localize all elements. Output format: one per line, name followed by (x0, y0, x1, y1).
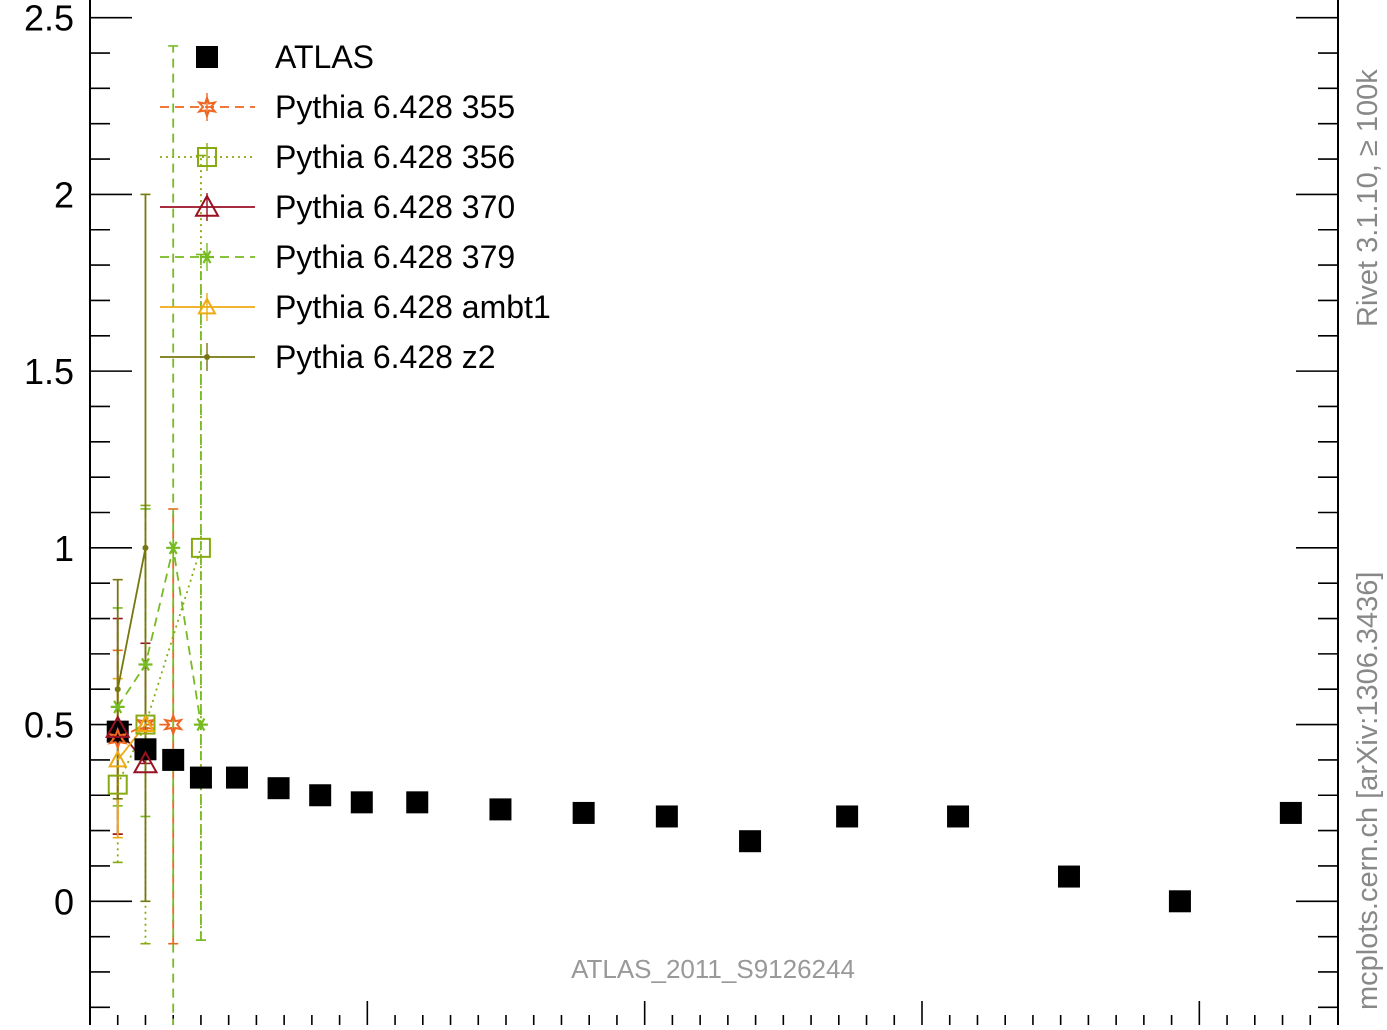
rivet-version-label: Rivet 3.1.10, ≥ 100k (1352, 69, 1384, 327)
series-atlas-point (134, 738, 157, 761)
y-tick-label: 2 (54, 174, 74, 215)
series-pythia-6-428-z2-legend-label: Pythia 6.428 z2 (275, 339, 496, 375)
series-atlas-point (162, 748, 185, 771)
y-tick-label: 1 (54, 528, 74, 569)
y-tick-label: 0.5 (24, 705, 74, 746)
series-atlas-point (350, 791, 373, 814)
mcplots-label: mcplots.cern.ch [arXiv:1306.3436] (1352, 572, 1384, 1010)
series-atlas-point (1279, 801, 1302, 824)
series-pythia-6-428-z2-point (114, 686, 121, 693)
series-atlas-point (189, 766, 212, 789)
series-pythia-6-428-355-point (162, 712, 184, 737)
series-pythia-6-428-370-point (132, 750, 159, 774)
series-atlas-point (267, 777, 290, 800)
series-markers (105, 537, 1302, 913)
series-pythia-6-428-z2-point (142, 544, 149, 551)
series-pythia-6-428-379-point (110, 700, 125, 714)
series-pythia-6-428-370-legend-label: Pythia 6.428 370 (275, 189, 515, 225)
legend: ATLAS Pythia 6.428 355 Pythia 6.428 356 Pyt… (160, 39, 551, 375)
axis-ticks (90, 16, 1338, 1025)
series-pythia-6-428-356-line (116, 547, 202, 786)
series-pythia-6-428-379-legend-label: Pythia 6.428 379 (275, 239, 515, 275)
series-pythia-6-428-z2-line (116, 547, 147, 690)
series-pythia-6-428-ambt1-point (108, 749, 128, 768)
series-atlas-point (836, 805, 859, 828)
y-tick-labels: 0 0.5 1 1.5 2 2.5 (24, 0, 74, 922)
analysis-watermark: ATLAS_2011_S9126244 (571, 954, 855, 984)
series-pythia-6-428-ambt1-point (135, 714, 156, 732)
y-tick-label: 1.5 (24, 351, 74, 392)
series-atlas-point (489, 798, 512, 821)
series-pythia-6-428-ambt1-legend-label: Pythia 6.428 ambt1 (275, 289, 551, 325)
series-pythia-6-428-355-point (107, 726, 129, 751)
series-pythia-6-428-379-line (116, 547, 202, 725)
series-atlas-point (655, 805, 678, 828)
series-pythia-6-428-356-point (190, 537, 211, 558)
series-pythia-6-428-379-point (193, 717, 208, 732)
series-pythia-6-428-356-legend-label: Pythia 6.428 356 (275, 139, 515, 175)
series-pythia-6-428-379-point (138, 657, 153, 672)
y-tick-label: 2.5 (24, 0, 74, 39)
series-atlas-legend-label: ATLAS (275, 39, 374, 75)
series-lines (116, 547, 202, 786)
series-pythia-6-428-356-legend-marker (197, 147, 217, 167)
series-atlas-legend-marker (196, 46, 218, 68)
series-pythia-6-428-ambt1-legend-marker (197, 296, 217, 315)
y-tick-label: 0 (54, 881, 74, 922)
series-pythia-6-428-355-legend-marker (196, 95, 218, 119)
series-atlas-point (572, 801, 595, 824)
series-atlas-point (947, 805, 970, 828)
error-bars (112, 45, 206, 1030)
series-pythia-6-428-379-point (166, 541, 181, 555)
series-atlas-point (739, 830, 762, 853)
series-pythia-6-428-z2-legend-marker (204, 354, 210, 360)
series-atlas-point (309, 784, 332, 807)
series-pythia-6-428-379-legend-marker (200, 250, 214, 264)
series-pythia-6-428-356-point (107, 774, 128, 795)
series-atlas-point (1057, 865, 1080, 888)
series-pythia-6-428-370-point (105, 715, 131, 738)
series-pythia-6-428-355-legend-label: Pythia 6.428 355 (275, 89, 515, 125)
series-atlas-point (406, 791, 429, 814)
series-pythia-6-428-370-legend-marker (194, 193, 220, 217)
series-atlas-point (225, 766, 248, 789)
series-atlas-point (1168, 890, 1191, 913)
